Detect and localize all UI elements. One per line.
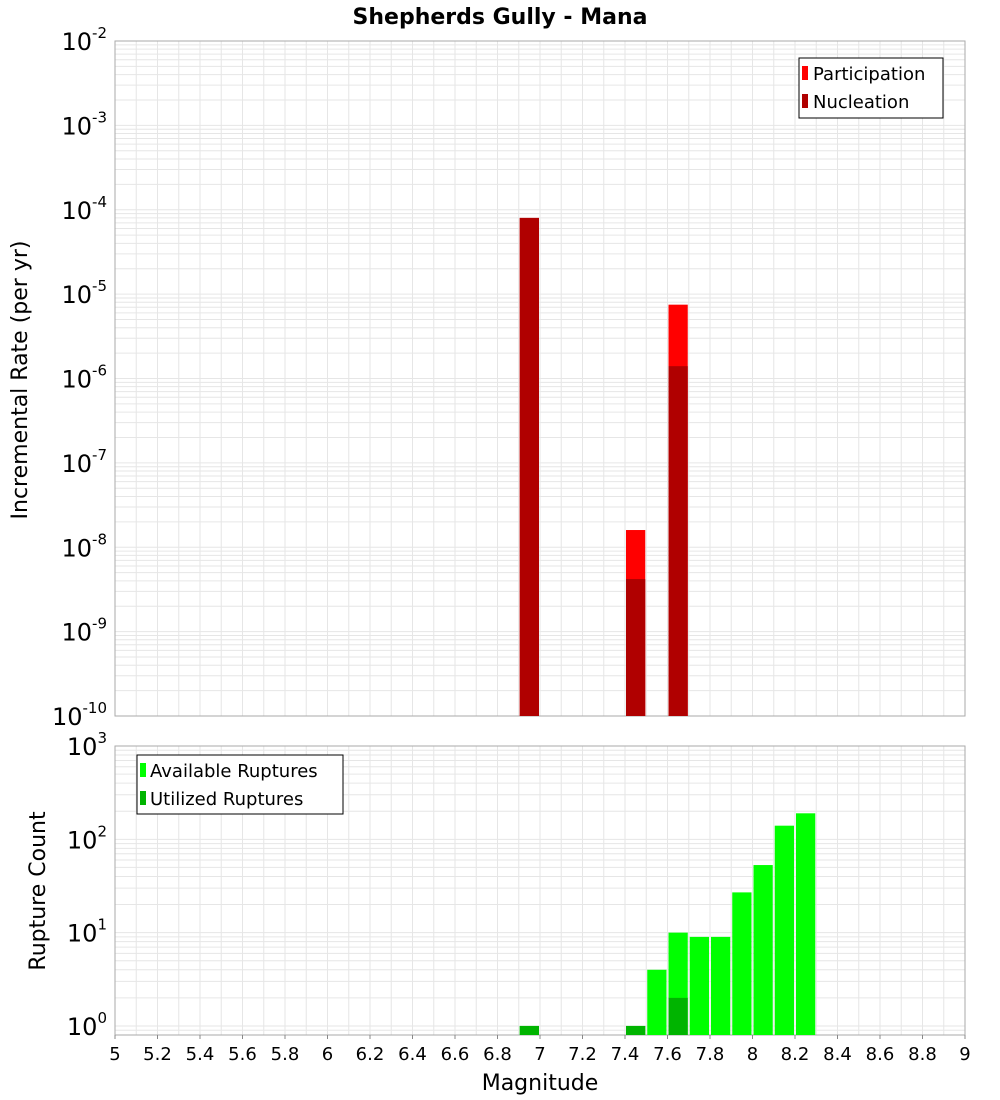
nucleation-bar xyxy=(626,579,646,716)
x-tick-label: 6.6 xyxy=(441,1044,470,1065)
top-y-tick-label: 10-10 xyxy=(52,699,107,731)
x-tick-labels: 5 5.2 5.4 5.6 5.8 6 6.2 6.4 6.6 6.8 7 7.2 7.4 7.6 7.8 8… xyxy=(109,1035,971,1065)
x-tick-label: 8.2 xyxy=(781,1044,810,1065)
x-tick-label: 6.4 xyxy=(398,1044,427,1065)
x-tick-label: 8.4 xyxy=(823,1044,852,1065)
bottom-y-tick-label: 103 xyxy=(67,729,107,761)
legend-nucleation-swatch xyxy=(802,94,808,108)
available-bar xyxy=(711,936,731,1035)
x-tick-label: 6.2 xyxy=(356,1044,385,1065)
available-bar xyxy=(796,813,816,1035)
top-y-axis-label: Incremental Rate (per yr) xyxy=(8,241,33,520)
available-bar xyxy=(774,825,794,1035)
x-tick-label: 7.2 xyxy=(568,1044,597,1065)
legend-utilized-swatch xyxy=(140,791,146,805)
x-tick-label: 9 xyxy=(959,1044,970,1065)
utilized-bar xyxy=(519,1025,539,1035)
top-grid xyxy=(114,40,966,717)
x-tick-label: 5.4 xyxy=(186,1044,215,1065)
bottom-y-tick-label: 101 xyxy=(67,916,107,948)
legend-available-label: Available Ruptures xyxy=(150,761,318,782)
nucleation-bar xyxy=(519,217,539,716)
bottom-legend-box xyxy=(136,754,344,815)
top-y-tick-label: 10-3 xyxy=(61,108,107,140)
utilized-bar xyxy=(668,997,688,1035)
bottom-y-axis-label: Rupture Count xyxy=(26,811,51,971)
top-y-tick-label: 10-8 xyxy=(61,530,107,562)
legend-participation-swatch xyxy=(802,66,808,80)
top-y-tick-label: 10-7 xyxy=(61,446,107,478)
x-tick-label: 7.8 xyxy=(696,1044,725,1065)
available-bar xyxy=(753,865,773,1035)
x-tick-label: 8 xyxy=(747,1044,758,1065)
x-tick-label: 5.6 xyxy=(228,1044,257,1065)
x-tick-label: 5.2 xyxy=(143,1044,172,1065)
x-tick-label: 7.6 xyxy=(653,1044,682,1065)
bottom-legend: Available Ruptures Utilized Ruptures xyxy=(136,754,344,815)
x-tick-label: 6 xyxy=(322,1044,333,1065)
top-y-tick-label: 10-4 xyxy=(61,193,107,225)
top-legend: Participation Nucleation xyxy=(798,57,944,119)
legend-nucleation-label: Nucleation xyxy=(813,92,909,113)
x-tick-label: 5 xyxy=(109,1044,120,1065)
top-y-tick-label: 10-2 xyxy=(61,24,107,56)
legend-participation-label: Participation xyxy=(813,64,925,85)
available-bar xyxy=(647,969,667,1035)
bottom-y-tick-label: 102 xyxy=(67,822,107,854)
top-y-tick-label: 10-9 xyxy=(61,615,107,647)
available-bar xyxy=(732,892,752,1035)
x-tick-label: 8.6 xyxy=(866,1044,895,1065)
x-tick-label: 6.8 xyxy=(483,1044,512,1065)
x-axis-label: Magnitude xyxy=(482,1071,599,1096)
top-y-tick-label: 10-5 xyxy=(61,277,107,309)
x-tick-label: 7.4 xyxy=(611,1044,640,1065)
top-y-tick-labels: 10-10 10-9 10-8 10-7 10-6 10-5 10-4 10-3 10-2 xyxy=(52,24,107,731)
legend-available-swatch xyxy=(140,763,146,777)
x-tick-label: 8.8 xyxy=(908,1044,937,1065)
legend-utilized-label: Utilized Ruptures xyxy=(150,789,303,810)
bottom-y-tick-label: 100 xyxy=(67,1009,107,1041)
bottom-bars xyxy=(519,813,816,1035)
x-tick-label: 7 xyxy=(534,1044,545,1065)
top-bars xyxy=(519,217,688,716)
x-tick-label: 5.8 xyxy=(271,1044,300,1065)
nucleation-bar xyxy=(668,366,688,716)
bottom-y-tick-labels: 100 101 102 103 xyxy=(67,729,107,1041)
utilized-bar xyxy=(626,1025,646,1035)
top-plot-frame xyxy=(114,40,966,717)
top-legend-box xyxy=(798,57,944,119)
top-y-tick-label: 10-6 xyxy=(61,362,107,394)
chart-title: Shepherds Gully - Mana xyxy=(353,5,648,30)
available-bar xyxy=(689,936,709,1035)
